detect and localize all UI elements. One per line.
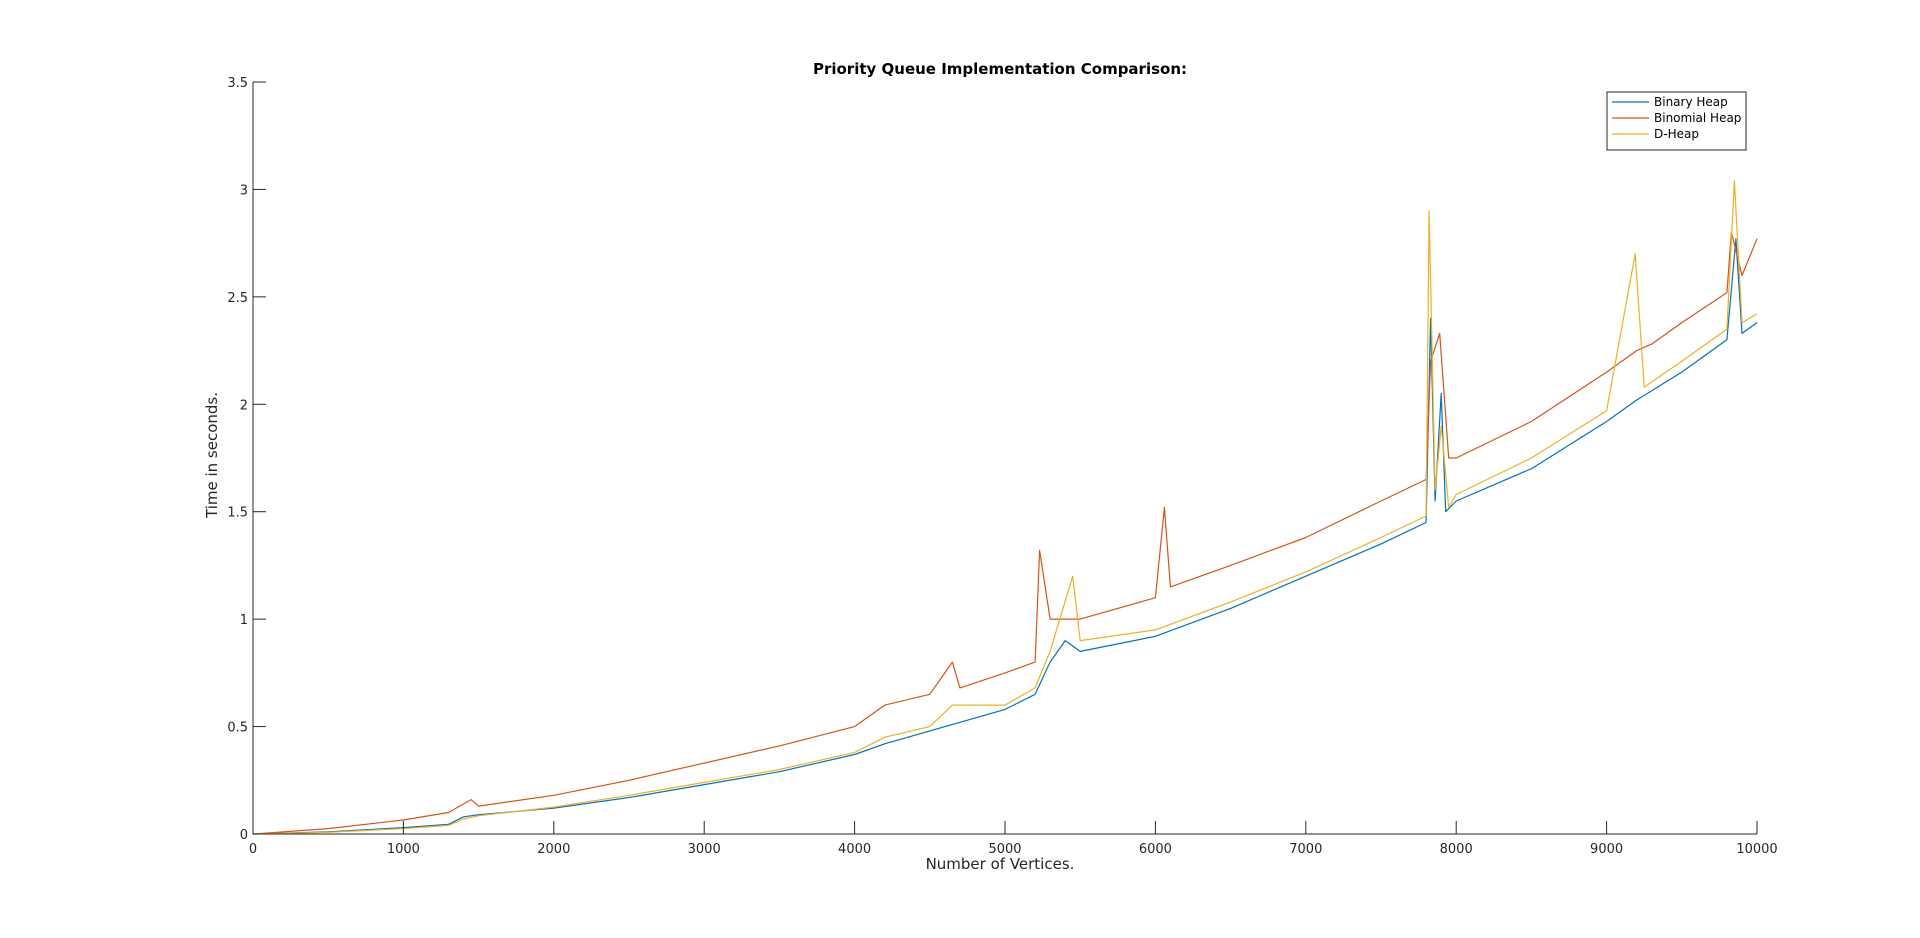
series-line-3	[252, 180, 1758, 835]
x-tick-label: 4000	[838, 842, 871, 857]
x-tick-label: 9000	[1590, 842, 1623, 857]
series-group	[252, 180, 1758, 835]
y-tick-label: 2	[240, 398, 248, 413]
y-tick-label: 3.5	[227, 76, 248, 91]
x-tick-label: 8000	[1440, 842, 1473, 857]
x-tick-label: 7000	[1289, 842, 1322, 857]
x-tick-label: 2000	[537, 842, 570, 857]
x-axis-title: Number of Vertices.	[926, 855, 1075, 873]
y-tick-label: 3	[240, 183, 248, 198]
series-line-2	[252, 231, 1758, 835]
x-tick-label: 5000	[988, 842, 1021, 857]
y-tick-label: 1	[240, 613, 248, 628]
plot-area: 0 1000 2000 3000 4000 5000 6000 7000 8000 9000 100…	[227, 76, 1777, 857]
legend-label-3: D-Heap	[1654, 127, 1699, 141]
x-tick-label: 0	[249, 842, 257, 857]
y-axis-title: Time in seconds.	[203, 392, 221, 519]
axes-group: 0 1000 2000 3000 4000 5000 6000 7000 8000 9000 100…	[227, 76, 1777, 857]
x-tick-label: 3000	[688, 842, 721, 857]
y-tick-label: 0.5	[227, 721, 248, 736]
x-tick-label: 10000	[1736, 842, 1777, 857]
legend-label-1: Binary Heap	[1654, 95, 1728, 109]
y-tick-label: 2.5	[227, 291, 248, 306]
x-tick-label: 6000	[1139, 842, 1172, 857]
y-tick-label: 0	[240, 828, 248, 843]
legend-label-2: Binomial Heap	[1654, 111, 1741, 125]
chart-title: Priority Queue Implementation Comparison…	[813, 60, 1187, 78]
legend: Binary Heap Binomial Heap D-Heap	[1606, 91, 1747, 151]
x-tick-label: 1000	[387, 842, 420, 857]
y-tick-label: 1.5	[227, 506, 248, 521]
series-line-1	[252, 238, 1758, 835]
